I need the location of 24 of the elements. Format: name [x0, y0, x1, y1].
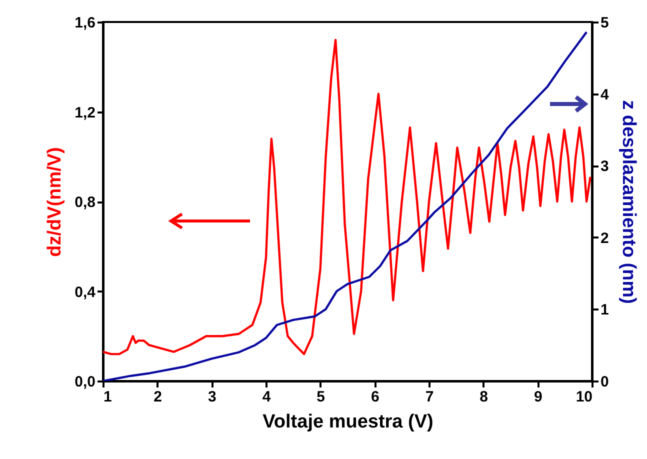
y2-tick-label: 0 [600, 374, 609, 390]
x-tick-label: 7 [425, 388, 434, 406]
x-tick-label: 10 [576, 388, 592, 406]
x-tick-label: 1 [104, 388, 112, 406]
y-tick-label: 1,6 [74, 14, 96, 32]
y2-tick-label: 3 [600, 158, 609, 176]
x-tick-label: 2 [154, 388, 162, 406]
y-tick-label: 0,8 [74, 194, 96, 211]
y2-tick-label: 5 [600, 14, 609, 32]
x-tick-label: 9 [534, 388, 542, 406]
y-tick-label: 1,2 [74, 104, 96, 122]
x-tick-label: 8 [480, 388, 488, 406]
y-tick-label: 0,4 [74, 284, 96, 301]
y-axis-title: dz/dV(nm/V) [44, 147, 66, 257]
y-tick-label: 0,0 [74, 374, 96, 390]
x-axis-title: Voltaje muestra (V) [262, 412, 434, 432]
y2-tick-label: 1 [600, 302, 609, 319]
y2-tick-label: 4 [600, 86, 610, 104]
x-tick-label: 3 [208, 388, 216, 406]
y2-axis-title: z desplazamiento (nm) [618, 100, 639, 304]
x-tick-label: 5 [316, 388, 326, 406]
x-tick-label: 4 [262, 388, 272, 406]
x-tick-label: 6 [370, 388, 380, 406]
y2-tick-label: 2 [600, 230, 609, 247]
